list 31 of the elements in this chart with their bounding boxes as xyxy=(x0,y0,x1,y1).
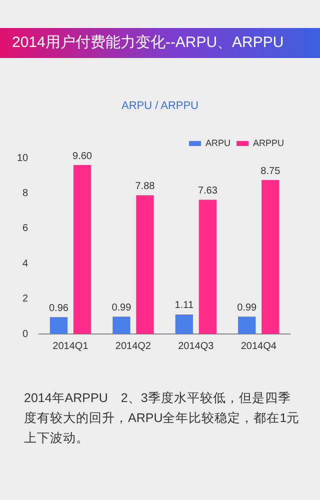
bar xyxy=(238,316,256,334)
data-label: 9.60 xyxy=(72,150,92,162)
bar xyxy=(262,180,280,334)
legend-label: ARPPU xyxy=(252,138,284,148)
x-tick-label: 2014Q4 xyxy=(240,340,277,352)
data-label: 1.11 xyxy=(174,300,194,312)
y-tick-label: 0 xyxy=(22,328,29,340)
data-label: 8.75 xyxy=(260,166,281,177)
bar xyxy=(73,165,92,334)
x-tick-label: 2014Q1 xyxy=(52,340,89,352)
bar xyxy=(50,317,68,334)
chart-title: 2014用户付费能力变化--ARPU、ARPPU xyxy=(0,28,320,58)
data-label: 7.88 xyxy=(135,181,156,192)
x-tick-label: 2014Q2 xyxy=(115,340,152,352)
data-label: 7.63 xyxy=(198,185,218,196)
data-label: 0.99 xyxy=(112,302,132,314)
chart-subtitle: ARPU / ARPPU xyxy=(120,100,200,112)
y-tick-label: 10 xyxy=(17,152,29,164)
bar xyxy=(175,314,193,334)
y-tick-label: 8 xyxy=(22,188,29,199)
data-label: 0.99 xyxy=(237,302,258,314)
text: 2014年ARPPU 2、3季度水平较低，但是四季度有较大的回升，ARPU全年比较稳定，都在1元上下波动。 xyxy=(24,390,300,447)
y-tick-label: 2 xyxy=(22,294,29,305)
bar xyxy=(112,316,130,334)
legend-label: ARPU xyxy=(205,138,231,148)
y-tick-label: 6 xyxy=(22,223,29,234)
bar xyxy=(136,195,154,334)
data-label: 0.96 xyxy=(48,302,69,314)
x-tick-label: 2014Q3 xyxy=(178,340,214,352)
y-tick-label: 4 xyxy=(22,258,29,270)
bar xyxy=(198,200,216,334)
